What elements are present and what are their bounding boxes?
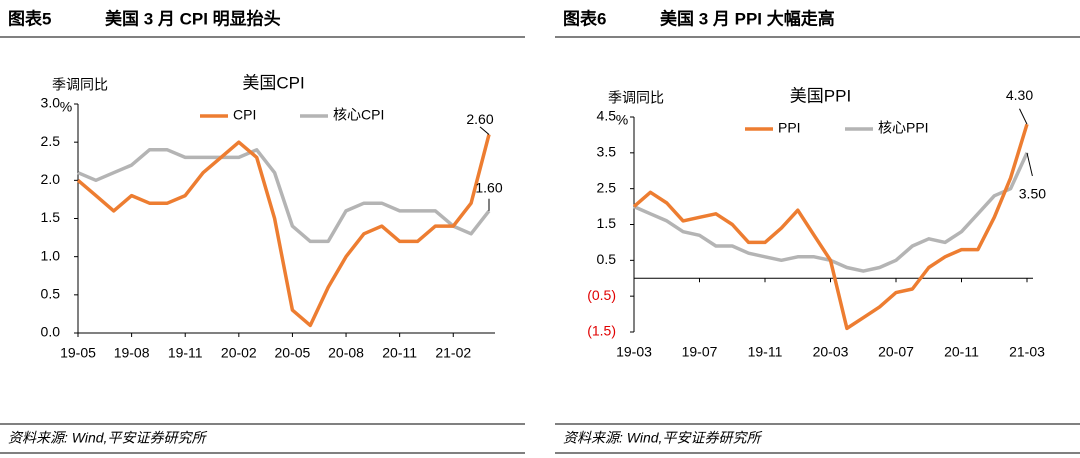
y-tick-label: 3.5 — [597, 144, 617, 160]
y-tick-label: (1.5) — [587, 323, 616, 339]
annotation: 3.50 — [1019, 186, 1046, 202]
y-tick-label: 3.0 — [41, 95, 61, 111]
y-tick-label: 0.0 — [41, 324, 61, 340]
series-line — [632, 123, 1029, 331]
x-tick-label: 20-11 — [944, 344, 979, 360]
annotation-leader — [1019, 108, 1028, 125]
annotation-leader — [479, 126, 490, 135]
x-tick-label: 20-07 — [878, 344, 914, 360]
annotation: 2.60 — [466, 111, 493, 127]
y-tick-label: 1.5 — [597, 215, 617, 231]
chart-title: 美国PPI — [790, 86, 851, 105]
y-tick-label: 2.5 — [597, 179, 617, 195]
chart-title: 美国CPI — [242, 73, 304, 92]
annotation: 1.60 — [475, 180, 502, 196]
x-tick-label: 19-08 — [114, 345, 150, 361]
source-note: 资料来源: Wind,平安证券研究所 — [8, 430, 207, 446]
x-tick-label: 19-11 — [168, 345, 203, 361]
y-axis-label: 季调同比 — [52, 77, 108, 93]
y-axis-unit: % — [616, 112, 628, 128]
x-tick-label: 20-11 — [382, 345, 417, 361]
legend-label: 核心PPI — [878, 120, 929, 136]
x-tick-label: 21-03 — [1009, 344, 1045, 360]
series-line — [77, 148, 491, 244]
x-tick-label: 19-05 — [60, 345, 96, 361]
annotation-leader — [1026, 152, 1033, 177]
y-tick-label: 2.5 — [41, 133, 61, 149]
figure-heading: 美国 3 月 PPI 大幅走高 — [660, 8, 835, 28]
x-tick-label: 20-05 — [275, 345, 311, 361]
series-line — [633, 152, 1029, 273]
legend-label: CPI — [233, 107, 256, 123]
y-tick-label: (0.5) — [587, 287, 616, 303]
x-tick-label: 19-07 — [682, 344, 718, 360]
x-tick-label: 19-03 — [616, 344, 652, 360]
source-note: 资料来源: Wind,平安证券研究所 — [563, 430, 762, 446]
y-tick-label: 0.5 — [41, 286, 61, 302]
x-tick-label: 20-02 — [221, 345, 257, 361]
series-line — [76, 134, 491, 328]
x-tick-label: 20-03 — [813, 344, 849, 360]
y-tick-label: 0.5 — [597, 251, 617, 267]
x-tick-label: 20-08 — [328, 345, 364, 361]
figure-heading: 美国 3 月 CPI 明显抬头 — [105, 8, 281, 28]
figure-label: 图表5 — [8, 8, 51, 28]
y-tick-label: 4.5 — [597, 108, 617, 124]
x-tick-label: 21-02 — [435, 345, 471, 361]
y-tick-label: 2.0 — [41, 171, 61, 187]
x-tick-label: 19-11 — [748, 344, 783, 360]
legend-label: PPI — [778, 120, 801, 136]
legend-label: 核心CPI — [333, 107, 384, 123]
y-tick-label: 1.0 — [41, 247, 61, 263]
figure-label: 图表6 — [563, 8, 606, 28]
y-tick-label: 1.5 — [41, 209, 61, 225]
annotation: 4.30 — [1006, 87, 1033, 103]
y-axis-unit: % — [60, 99, 72, 115]
y-axis-label: 季调同比 — [608, 90, 664, 106]
